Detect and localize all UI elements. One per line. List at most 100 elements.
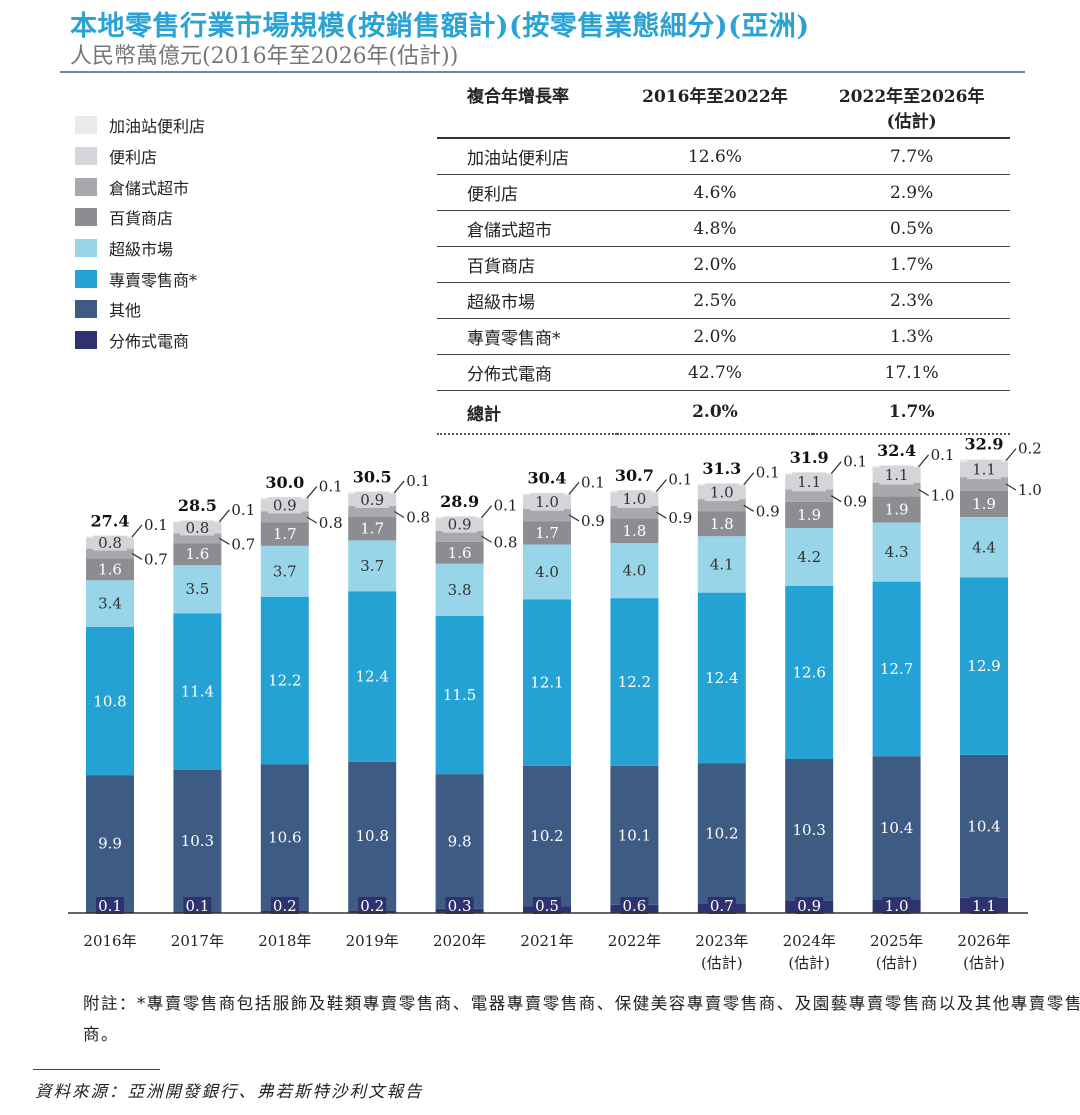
legend-swatch bbox=[75, 116, 97, 135]
x-tick-sublabel: (估計) bbox=[876, 954, 918, 972]
leader-line bbox=[481, 505, 493, 519]
data-label: 0.5 bbox=[535, 897, 559, 915]
leader-line bbox=[656, 511, 667, 519]
total-label: 總計 bbox=[437, 390, 617, 435]
data-label: 10.6 bbox=[268, 828, 301, 846]
bar-segment bbox=[697, 592, 746, 764]
leader-line bbox=[655, 479, 667, 492]
data-label: 0.9 bbox=[273, 496, 297, 514]
data-label: 1.9 bbox=[972, 495, 996, 513]
data-label: 0.9 bbox=[756, 502, 780, 520]
total-label: 32.9 bbox=[965, 434, 1004, 453]
bar-segment bbox=[435, 616, 484, 775]
data-label: 11.5 bbox=[443, 686, 476, 704]
data-label: 1.8 bbox=[710, 515, 734, 533]
table-row: 超級市場 2.5% 2.3% bbox=[437, 282, 1010, 319]
table-row: 便利店 4.6% 2.9% bbox=[437, 174, 1010, 211]
stacked-bar-chart: 0.1 9.9 10.8 3.4 1.6 0.7 0.8 0.1 27.4 2016年 0.1 10.… bbox=[68, 434, 1042, 972]
bar-segment bbox=[348, 540, 397, 592]
bar-segment bbox=[610, 506, 659, 519]
data-label: 1.0 bbox=[1018, 481, 1042, 499]
legend-swatch bbox=[75, 177, 97, 196]
bar-segment bbox=[960, 490, 1008, 517]
bar-segment bbox=[785, 501, 834, 528]
legend-label: 倉儲式超市 bbox=[109, 178, 190, 198]
data-label: 0.9 bbox=[581, 512, 605, 530]
data-label: 3.7 bbox=[360, 557, 384, 575]
bar-segment bbox=[960, 477, 1008, 491]
bar-segment bbox=[348, 761, 397, 911]
data-label: 4.4 bbox=[972, 538, 996, 556]
label-box bbox=[707, 897, 736, 914]
bar-segment bbox=[435, 530, 484, 542]
leader-line bbox=[918, 488, 929, 497]
data-label: 3.4 bbox=[98, 595, 122, 613]
data-label: 4.0 bbox=[622, 562, 646, 580]
row-value: 2.0% bbox=[616, 318, 814, 355]
data-label: 0.7 bbox=[231, 535, 255, 553]
data-label: 0.8 bbox=[319, 514, 343, 532]
legend-item: 倉儲式超市 bbox=[75, 171, 205, 202]
data-label: 3.5 bbox=[185, 580, 209, 598]
data-label: 0.3 bbox=[448, 897, 472, 915]
bar-segment bbox=[86, 775, 134, 912]
data-label: 10.4 bbox=[880, 819, 913, 837]
legend-label: 超級市場 bbox=[109, 240, 174, 260]
data-label: 9.8 bbox=[448, 833, 472, 851]
legend-item: 超級市場 bbox=[75, 233, 205, 264]
leader-line bbox=[306, 516, 318, 524]
leader-line bbox=[830, 461, 842, 475]
data-label: 1.8 bbox=[622, 522, 646, 540]
data-label: 1.0 bbox=[885, 897, 909, 915]
legend-swatch bbox=[75, 147, 97, 166]
data-label: 0.9 bbox=[668, 509, 692, 527]
data-label: 1.6 bbox=[98, 560, 122, 578]
row-value: 0.5% bbox=[813, 210, 1010, 247]
leader-line bbox=[1005, 448, 1017, 462]
leader-line bbox=[131, 524, 143, 538]
bar-segment bbox=[260, 764, 309, 911]
data-label: 0.1 bbox=[756, 464, 780, 482]
footnote: 附註：*專賣零售商包括服飾及鞋類專賣零售商、電器專賣零售商、保健美容專賣零售商、… bbox=[83, 994, 1080, 1044]
x-tick-label: 2016年 bbox=[83, 932, 136, 950]
data-label: 4.3 bbox=[885, 543, 909, 561]
divider bbox=[60, 71, 1025, 73]
label-box bbox=[180, 520, 215, 536]
label-box bbox=[530, 493, 564, 511]
data-label: 4.2 bbox=[797, 548, 821, 566]
data-label: 0.7 bbox=[710, 897, 734, 915]
data-label: 0.1 bbox=[581, 473, 605, 491]
label-box bbox=[967, 460, 1001, 480]
label-box bbox=[533, 897, 561, 914]
source-note: 資料來源：亞洲開發銀行、弗若斯特沙利文報告 bbox=[35, 1082, 424, 1101]
row-label: 百貨商店 bbox=[437, 246, 617, 283]
data-label: 4.1 bbox=[710, 555, 734, 573]
data-label: 0.1 bbox=[668, 471, 692, 489]
data-label: 0.2 bbox=[1018, 440, 1042, 458]
data-label: 1.0 bbox=[710, 483, 734, 501]
table-row: 專賣零售商* 2.0% 1.3% bbox=[437, 318, 1010, 355]
label-box bbox=[879, 465, 914, 485]
row-value: 1.3% bbox=[813, 318, 1010, 355]
header-period-2-note: (估計) bbox=[886, 112, 937, 132]
legend-item: 專賣零售商* bbox=[75, 263, 205, 294]
legend-swatch bbox=[75, 300, 97, 319]
data-label: 1.0 bbox=[931, 487, 955, 505]
bar-segment bbox=[872, 756, 921, 900]
leader-line bbox=[306, 486, 318, 499]
data-label: 1.7 bbox=[273, 525, 297, 543]
data-label: 3.7 bbox=[273, 562, 297, 580]
total-label: 31.3 bbox=[702, 459, 741, 478]
leader-line bbox=[481, 535, 492, 543]
x-tick-sublabel: (估計) bbox=[701, 954, 743, 972]
legend-label: 便利店 bbox=[109, 148, 158, 168]
data-label: 0.2 bbox=[360, 897, 384, 915]
label-box bbox=[358, 897, 387, 914]
data-label: 1.1 bbox=[972, 461, 996, 479]
legend-label: 分佈式電商 bbox=[109, 332, 190, 352]
data-label: 10.1 bbox=[618, 826, 651, 844]
data-label: 1.7 bbox=[360, 520, 384, 538]
data-label: 0.7 bbox=[144, 550, 168, 568]
x-tick-label: 2021年 bbox=[520, 932, 573, 950]
header-period-2-label: 2022年至2026年 bbox=[838, 87, 985, 107]
